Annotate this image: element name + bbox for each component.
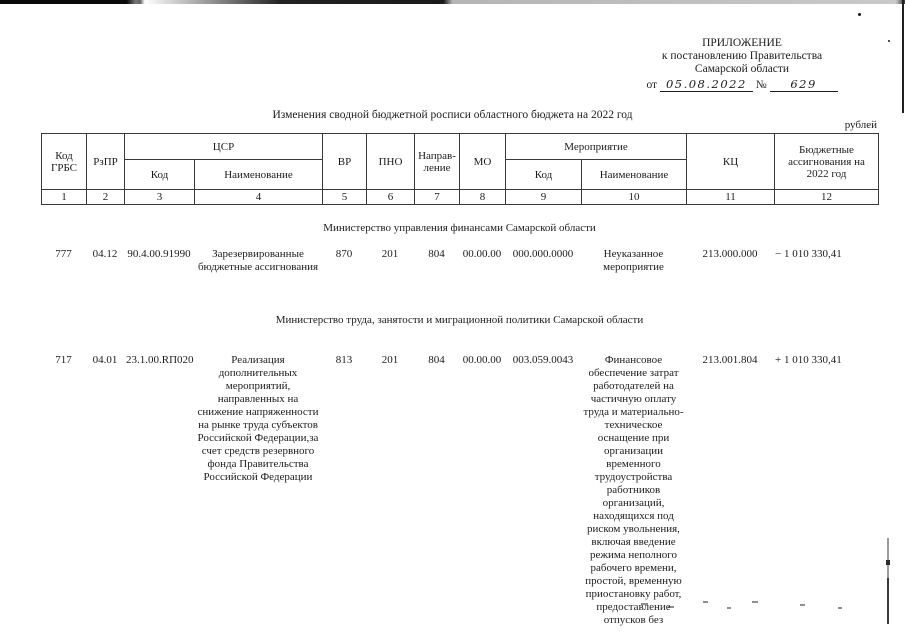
document-title: Изменения сводной бюджетной росписи обла… xyxy=(272,109,633,121)
col-header-vr: ВР xyxy=(322,133,367,190)
column-number: 11 xyxy=(686,189,775,205)
scan-speck xyxy=(703,601,708,603)
section-title-finance-ministry: Министерство управления финансами Самарс… xyxy=(323,222,596,234)
column-number: 9 xyxy=(505,189,582,205)
cell-pno: 201 xyxy=(381,248,399,260)
col-header-pno: ПНО xyxy=(366,133,415,190)
column-number: 8 xyxy=(459,189,506,205)
number-sign: № xyxy=(755,79,767,91)
col-header-csr: ЦСР xyxy=(124,133,323,160)
cell-rzpr: 04.12 xyxy=(92,248,118,260)
column-number: 1 xyxy=(41,189,87,205)
table-row: 777 04.12 90.4.00.91990 Зарезервированны… xyxy=(41,248,878,274)
scan-speck xyxy=(641,603,648,605)
col-header-event: Мероприятие xyxy=(505,133,687,160)
cell-mo: 00.00.00 xyxy=(462,248,502,260)
column-number: 4 xyxy=(194,189,323,205)
currency-note: рублей xyxy=(844,119,877,131)
cell-napr: 804 xyxy=(428,248,445,260)
scan-speck xyxy=(668,606,674,608)
cell-kc: 213.001.804 xyxy=(702,354,758,366)
column-number: 6 xyxy=(366,189,415,205)
scan-edge-right-top xyxy=(902,0,904,113)
appendix-date-row: от 05.08.2022 № 629 xyxy=(607,78,877,92)
column-number: 3 xyxy=(124,189,195,205)
col-header-budget: Бюджетные ассигнования на 2022 год xyxy=(774,133,879,190)
column-number: 10 xyxy=(581,189,687,205)
cell-grbs: 717 xyxy=(55,354,72,366)
budget-table: Код ГРБС РзПР ЦСР ВР ПНО Направ- ление М… xyxy=(41,133,879,627)
cell-csr-name: Реализация дополнительных мероприятий, н… xyxy=(197,354,319,483)
scan-speck xyxy=(888,40,890,42)
col-header-kc: КЦ xyxy=(686,133,775,190)
appendix-line-2: к постановлению Правительства xyxy=(661,50,823,62)
appendix-block: ПРИЛОЖЕНИЕ к постановлению Правительства… xyxy=(607,37,877,92)
cell-event-code: 003.059.0043 xyxy=(512,354,574,366)
scan-speck xyxy=(858,13,861,16)
scan-line-right-light xyxy=(887,538,889,578)
section-title-labor-ministry: Министерство труда, занятости и миграцио… xyxy=(275,314,644,326)
cell-mo: 00.00.00 xyxy=(462,354,502,366)
appendix-line-3: Самарской области xyxy=(694,63,790,75)
cell-csr-code: 23.1.00.RП020 xyxy=(126,354,194,366)
table-header: Код ГРБС РзПР ЦСР ВР ПНО Направ- ление М… xyxy=(41,133,879,205)
col-header-csr-code: Код xyxy=(124,159,195,190)
scan-speck xyxy=(752,601,758,603)
cell-csr-code: 90.4.00.91990 xyxy=(127,248,191,260)
table-row: 717 04.01 23.1.00.RП020 Реализация допол… xyxy=(41,354,878,627)
cell-kc: 213.000.000 xyxy=(702,248,758,260)
cell-event-name: Финансовое обеспечение затрат работодате… xyxy=(583,354,684,626)
column-number: 5 xyxy=(322,189,367,205)
col-header-rzpr: РзПР xyxy=(86,133,125,190)
scan-line-right-dark xyxy=(887,578,889,624)
cell-budget-amount: − 1 010 330,41 xyxy=(775,248,842,260)
appendix-line-1: ПРИЛОЖЕНИЕ xyxy=(702,37,782,49)
cell-budget-amount: + 1 010 330,41 xyxy=(775,354,842,366)
cell-vr: 813 xyxy=(335,354,353,366)
scan-speck xyxy=(727,607,731,609)
cell-rzpr: 04.01 xyxy=(92,354,118,366)
scan-speck xyxy=(838,607,842,609)
col-header-grbs: Код ГРБС xyxy=(41,133,87,190)
cell-event-code: 000.000.0000 xyxy=(512,248,574,260)
col-header-csr-name: Наименование xyxy=(194,159,323,190)
cell-event-name: Неуказанное мероприятие xyxy=(603,248,664,273)
column-number: 7 xyxy=(414,189,460,205)
column-number: 2 xyxy=(86,189,125,205)
cell-pno: 201 xyxy=(381,354,399,366)
col-header-event-name: Наименование xyxy=(581,159,687,190)
handwritten-date: 05.08.2022 xyxy=(659,78,753,92)
scan-line-blip xyxy=(886,560,890,565)
cell-napr: 804 xyxy=(428,354,445,366)
handwritten-number: 629 xyxy=(769,78,838,92)
column-number-row: 1 2 3 4 5 6 7 8 9 10 11 12 xyxy=(41,189,879,205)
col-header-napr: Направ- ление xyxy=(414,133,460,190)
cell-vr: 870 xyxy=(335,248,353,260)
cell-grbs: 777 xyxy=(55,248,72,260)
scan-edge-top xyxy=(0,0,905,4)
date-prefix: от xyxy=(646,79,658,91)
column-number: 12 xyxy=(774,189,879,205)
col-header-mo: МО xyxy=(459,133,506,190)
col-header-event-code: Код xyxy=(505,159,582,190)
cell-csr-name: Зарезервированные бюджетные ассигнования xyxy=(197,248,319,273)
scan-speck xyxy=(800,604,805,606)
